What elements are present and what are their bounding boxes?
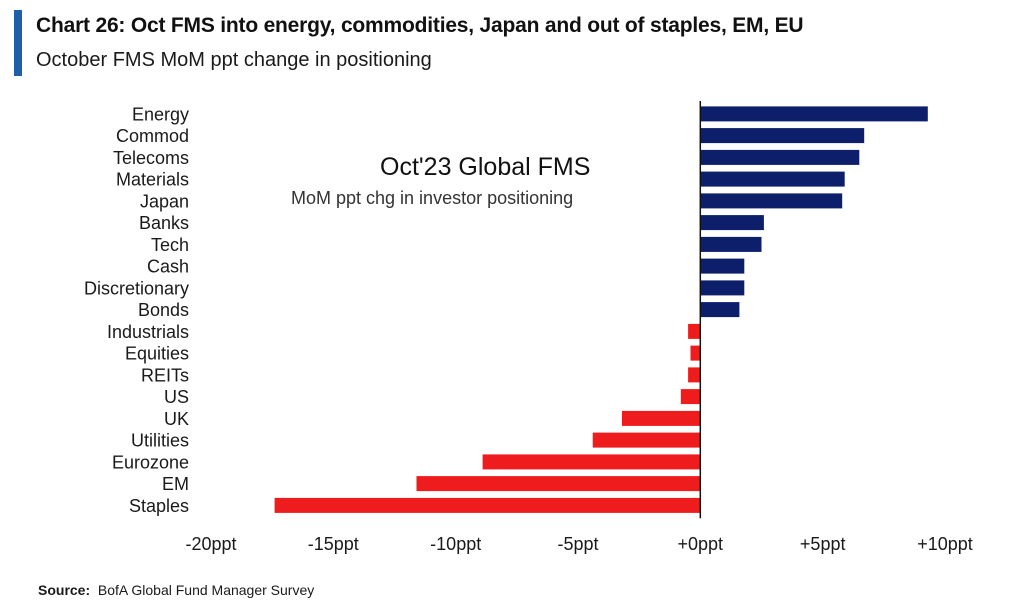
bar-commod <box>700 128 865 144</box>
x-tick-label: -20ppt <box>185 534 236 554</box>
chart-title: Chart 26: Oct FMS into energy, commoditi… <box>36 14 804 37</box>
annotation-title: Oct'23 Global FMS <box>380 153 590 181</box>
x-tick-label: -15ppt <box>308 534 359 554</box>
bar-em <box>416 476 701 492</box>
bar-industrials <box>688 323 701 339</box>
bar-materials <box>700 171 845 187</box>
category-label: Energy <box>132 104 189 124</box>
bar-group <box>274 106 928 513</box>
category-label: Industrials <box>107 322 189 342</box>
category-label: Discretionary <box>84 278 189 298</box>
category-label: Cash <box>147 257 189 277</box>
category-label: REITs <box>141 365 189 385</box>
bar-us <box>680 389 701 405</box>
x-tick-label: +5ppt <box>800 534 846 554</box>
category-label: Eurozone <box>112 452 189 472</box>
x-tick-label: +0ppt <box>678 534 724 554</box>
bar-cash <box>700 258 745 274</box>
source-text: BofA Global Fund Manager Survey <box>97 582 315 598</box>
category-label: Bonds <box>138 300 189 320</box>
bar-bonds <box>700 302 740 318</box>
category-label: EM <box>162 474 189 494</box>
category-label: Japan <box>140 191 189 211</box>
bar-utilities <box>592 432 701 448</box>
bar-telecoms <box>700 149 860 165</box>
category-labels: EnergyCommodTelecomsMaterialsJapanBanksT… <box>84 104 189 516</box>
annotation-subtitle: MoM ppt chg in investor positioning <box>291 188 573 208</box>
bar-uk <box>622 410 701 426</box>
category-label: Tech <box>151 235 189 255</box>
chart-subtitle: October FMS MoM ppt change in positionin… <box>36 49 432 71</box>
bar-staples <box>274 497 701 513</box>
title-accent-bar <box>14 10 22 76</box>
bar-energy <box>700 106 928 122</box>
bar-eurozone <box>482 454 701 470</box>
category-label: Utilities <box>131 431 189 451</box>
category-label: UK <box>164 409 189 429</box>
x-tick-label: -5ppt <box>557 534 598 554</box>
category-label: Banks <box>139 213 189 233</box>
category-label: US <box>164 387 189 407</box>
x-tick-label: +10ppt <box>917 534 973 554</box>
bar-japan <box>700 193 843 209</box>
bar-reits <box>688 367 701 383</box>
x-tick-label: -10ppt <box>430 534 481 554</box>
category-label: Materials <box>116 170 189 190</box>
bar-equities <box>690 345 701 361</box>
category-label: Telecoms <box>113 148 189 168</box>
category-label: Equities <box>125 344 189 364</box>
category-label: Commod <box>116 126 189 146</box>
bar-discretionary <box>700 280 745 296</box>
bar-banks <box>700 215 764 231</box>
source-label: Source: <box>38 582 91 598</box>
x-tick-labels: -20ppt -15ppt -10ppt -5ppt +0ppt +5ppt +10ppt <box>185 534 972 554</box>
category-label: Staples <box>129 496 189 516</box>
source-note: Source: BofA Global Fund Manager Survey <box>38 582 314 598</box>
bar-tech <box>700 236 762 252</box>
